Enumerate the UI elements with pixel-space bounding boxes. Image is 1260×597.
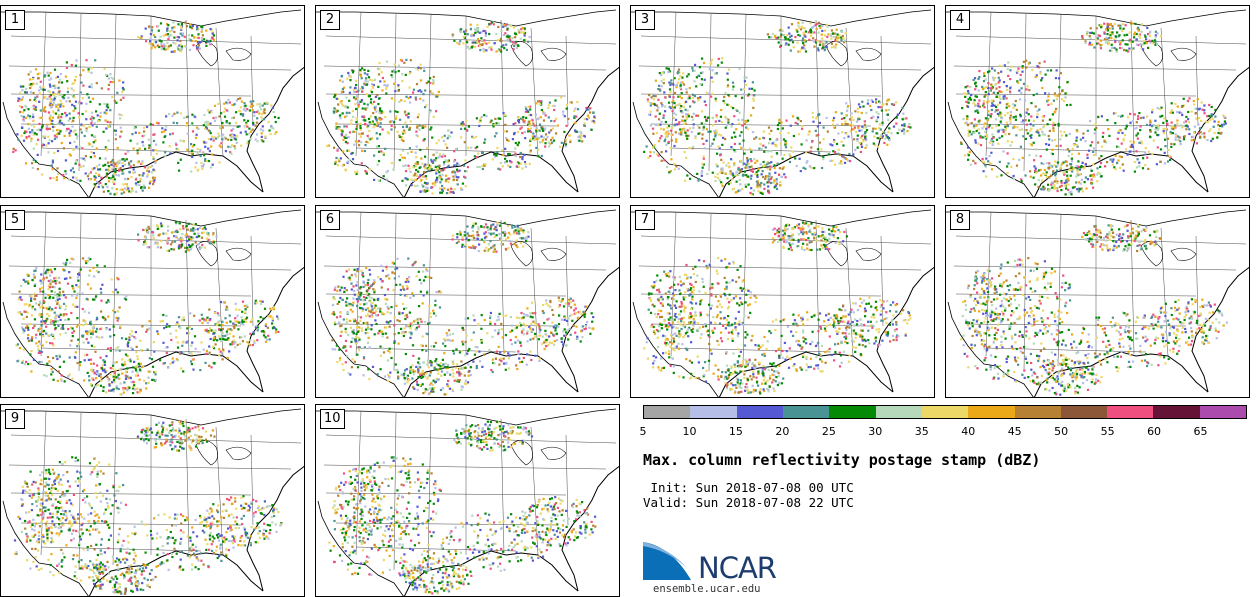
colorbar-segment <box>644 406 691 418</box>
logo-url: ensemble.ucar.edu <box>653 583 761 595</box>
colorbar-tick-label: 50 <box>1054 425 1069 438</box>
ncar-logo-icon <box>643 542 691 580</box>
member-label: 6 <box>320 210 340 230</box>
member-panel-1: 1 <box>0 5 305 198</box>
colorbar-tick-label: 45 <box>1007 425 1022 438</box>
figure-title: Max. column reflectivity postage stamp (… <box>643 451 1041 469</box>
colorbar-tick-label: 5 <box>639 425 647 438</box>
colorbar-segment <box>1014 406 1061 418</box>
colorbar-segment <box>736 406 783 418</box>
member-panel-9: 9 <box>0 404 305 597</box>
colorbar-segment <box>1060 406 1108 418</box>
colorbar-segment <box>968 406 1015 418</box>
init-time: Init: Sun 2018-07-08 00 UTC <box>643 480 854 495</box>
colorbar-segment <box>1199 406 1247 418</box>
colorbar-tick-label: 10 <box>682 425 697 438</box>
colorbar-tick-label: 55 <box>1100 425 1115 438</box>
colorbar-tick-label: 30 <box>868 425 883 438</box>
colorbar-tick-label: 60 <box>1147 425 1162 438</box>
member-panel-6: 6 <box>315 205 620 398</box>
member-panel-8: 8 <box>945 205 1250 398</box>
colorbar-tick-label: 15 <box>728 425 743 438</box>
colorbar-tick-label: 40 <box>961 425 976 438</box>
member-label: 8 <box>950 210 970 230</box>
member-label: 5 <box>5 210 25 230</box>
colorbar-segment <box>782 406 830 418</box>
member-label: 4 <box>950 10 970 30</box>
member-panel-10: 10 <box>315 404 620 597</box>
colorbar-segment <box>921 406 969 418</box>
member-label: 3 <box>635 10 655 30</box>
colorbar-segment <box>690 406 737 418</box>
colorbar-segment <box>829 406 876 418</box>
colorbar-tick-label: 25 <box>821 425 836 438</box>
member-label: 10 <box>320 409 345 429</box>
reflectivity-colorbar <box>643 405 1247 419</box>
member-panel-7: 7 <box>630 205 935 398</box>
member-panel-5: 5 <box>0 205 305 398</box>
member-panel-3: 3 <box>630 5 935 198</box>
colorbar-tick-label: 20 <box>775 425 790 438</box>
colorbar-tick-label: 65 <box>1193 425 1208 438</box>
colorbar-segment <box>1153 406 1200 418</box>
colorbar-segment <box>1107 406 1154 418</box>
member-label: 2 <box>320 10 340 30</box>
member-label: 9 <box>5 409 25 429</box>
member-panel-2: 2 <box>315 5 620 198</box>
colorbar-segment <box>875 406 922 418</box>
member-label: 7 <box>635 210 655 230</box>
member-label: 1 <box>5 10 25 30</box>
colorbar-tick-label: 35 <box>914 425 929 438</box>
valid-time: Valid: Sun 2018-07-08 22 UTC <box>643 495 854 510</box>
member-panel-4: 4 <box>945 5 1250 198</box>
logo-wordmark: NCAR <box>698 551 777 585</box>
